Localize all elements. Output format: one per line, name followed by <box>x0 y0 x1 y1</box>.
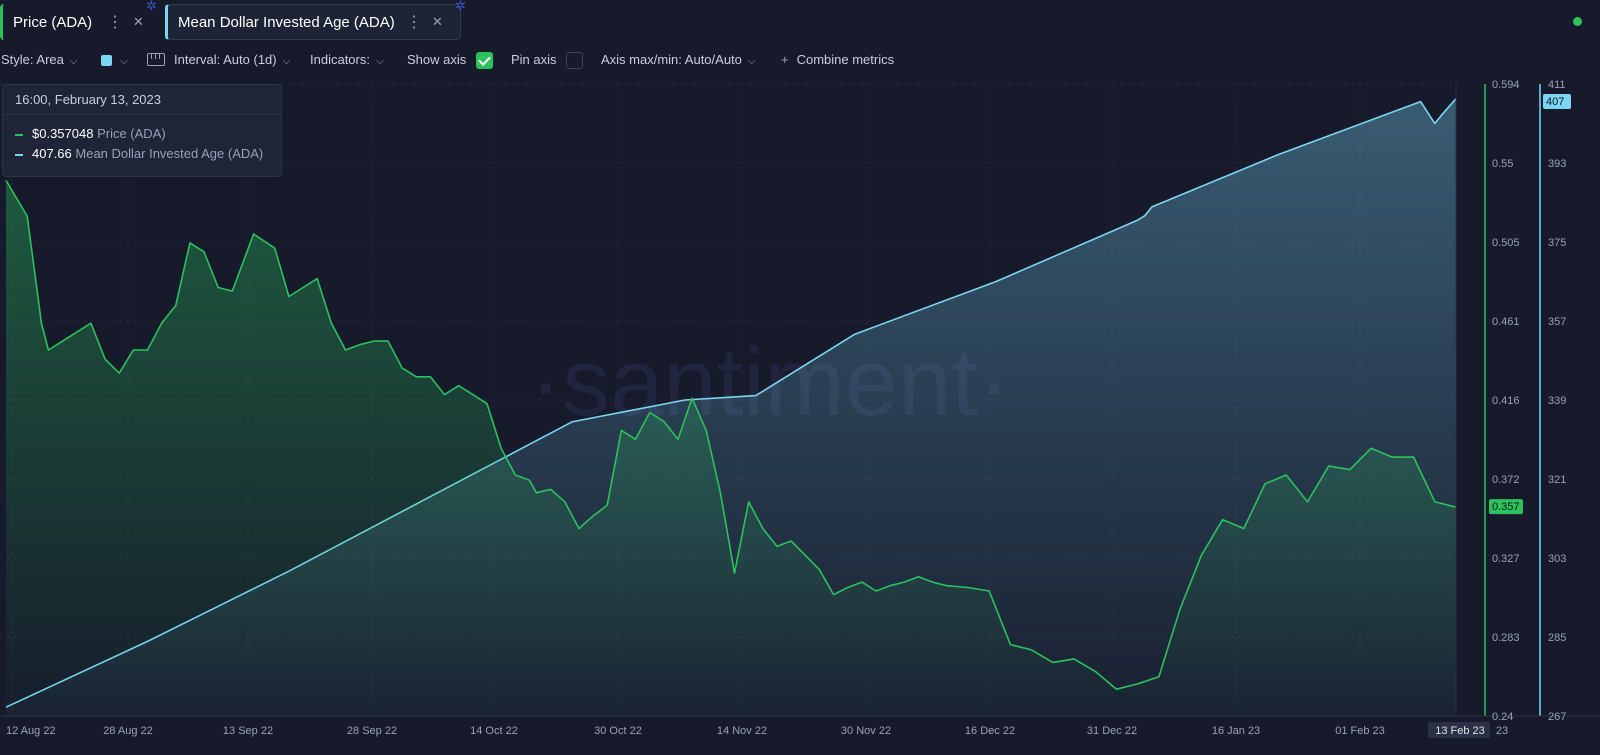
date-tick: 13 Sep 22 <box>223 725 273 737</box>
mdia-axis-tick: 411 <box>1548 79 1566 91</box>
more-options-icon[interactable]: ⋮ <box>406 14 422 31</box>
mdia-axis-tick: 393 <box>1548 158 1566 170</box>
price-axis-tick: 0.416 <box>1492 395 1520 407</box>
date-tick: 16 Dec 22 <box>965 725 1015 737</box>
tooltip-name: Price (ADA) <box>97 126 166 141</box>
chevron-down-icon: ⌵ <box>375 56 384 67</box>
date-tick: 01 Feb 23 <box>1335 725 1385 737</box>
legend-marker <box>15 153 23 156</box>
date-tick: 31 Dec 22 <box>1087 725 1137 737</box>
price-axis-tick: 0.372 <box>1492 474 1520 486</box>
chevron-down-icon: ⌵ <box>120 56 128 67</box>
date-tick: 28 Aug 22 <box>103 725 153 737</box>
indicators-label: Indicators: <box>310 52 370 67</box>
date-tick: 30 Nov 22 <box>841 725 891 737</box>
date-cursor-badge <box>1428 722 1490 738</box>
chart-tooltip: 16:00, February 13, 2023 $0.357048 Price… <box>2 84 282 177</box>
tab-label: Mean Dollar Invested Age (ADA) <box>178 13 395 31</box>
color-dropdown[interactable]: ⌵ <box>114 52 128 67</box>
tab-label: Price (ADA) <box>13 13 93 31</box>
mdia-axis-tick: 339 <box>1548 395 1566 407</box>
price-axis-tick: 0.24 <box>1492 711 1513 723</box>
mdia-axis-tick: 267 <box>1548 711 1566 723</box>
ruler-icon <box>147 53 165 66</box>
interval-label: Interval: Auto (1d) <box>174 52 277 67</box>
price-axis-tick: 0.283 <box>1492 632 1520 644</box>
tooltip-row-price: $0.357048 Price (ADA) <box>15 126 166 141</box>
axis-maxmin-dropdown[interactable]: Axis max/min: Auto/Auto ⌵ <box>601 52 756 67</box>
date-tick: 16 Jan 23 <box>1212 725 1260 737</box>
date-tick: 14 Oct 22 <box>470 725 518 737</box>
combine-metrics-button[interactable]: + Combine metrics <box>781 52 894 67</box>
pin-axis-checkbox[interactable] <box>566 52 583 69</box>
tooltip-row-mdia: 407.66 Mean Dollar Invested Age (ADA) <box>15 146 263 161</box>
mdia-axis-tick: 303 <box>1548 553 1566 565</box>
chevron-down-icon: ⌵ <box>747 56 756 67</box>
show-axis-label: Show axis <box>407 52 467 67</box>
price-axis-tick: 0.505 <box>1492 237 1520 249</box>
show-axis-checkbox[interactable] <box>476 52 493 69</box>
indicators-dropdown[interactable]: Indicators: ⌵ <box>310 52 384 67</box>
interval-dropdown[interactable]: Interval: Auto (1d) ⌵ <box>174 52 290 67</box>
mdia-axis-tick: 285 <box>1548 632 1566 644</box>
tab-mean-dollar-invested-age[interactable]: Mean Dollar Invested Age (ADA) ⋮ ✕ <box>165 4 461 40</box>
chart-toolbar: Style: Area ⌵ ⌵ Interval: Auto (1d) ⌵ Indi… <box>0 48 960 74</box>
mdia-axis-tick: 375 <box>1548 237 1566 249</box>
mdia-axis-tick: 321 <box>1548 474 1566 486</box>
metric-tabs: Price (ADA) ⋮ ✕ ✲ Mean Dollar Invested A… <box>0 0 1600 44</box>
chevron-down-icon: ⌵ <box>69 56 78 67</box>
status-dot <box>1573 17 1582 26</box>
date-tick: 14 Nov 22 <box>717 725 767 737</box>
price-current-badge <box>1489 499 1523 515</box>
more-options-icon[interactable]: ⋮ <box>107 14 123 31</box>
series-line <box>5 179 1457 690</box>
area-fill-2bc15d <box>6 180 1456 716</box>
close-icon[interactable]: ✕ <box>133 14 144 29</box>
legend-marker <box>15 133 23 136</box>
price-axis-tick: 0.55 <box>1492 158 1513 170</box>
mdia-axis-tick: 357 <box>1548 316 1566 328</box>
mdia-current-label: 407 <box>1546 96 1564 108</box>
chevron-down-icon: ⌵ <box>282 56 291 67</box>
tab-price-ada[interactable]: Price (ADA) ⋮ ✕ <box>0 4 152 40</box>
tooltip-value: $0.357048 <box>32 126 94 141</box>
date-tick: 13 Feb 23 <box>1435 725 1485 737</box>
tooltip-value: 407.66 <box>32 146 72 161</box>
date-tick: 12 Aug 22 <box>6 725 56 737</box>
pin-axis-label: Pin axis <box>511 52 557 67</box>
tooltip-name: Mean Dollar Invested Age (ADA) <box>75 146 264 161</box>
price-axis-tick: 0.327 <box>1492 553 1520 565</box>
date-tick: 28 Sep 22 <box>347 725 397 737</box>
style-label: Style: Area <box>1 52 64 67</box>
close-icon[interactable]: ✕ <box>432 14 443 29</box>
price-axis-tick: 0.461 <box>1492 316 1520 328</box>
combine-label: Combine metrics <box>796 52 895 67</box>
mdia-current-badge <box>1543 94 1571 109</box>
date-tick: 30 Oct 22 <box>594 725 642 737</box>
plus-icon: + <box>781 52 789 67</box>
tooltip-date: 16:00, February 13, 2023 <box>3 85 281 115</box>
axis-maxmin-label: Axis max/min: Auto/Auto <box>601 52 742 67</box>
style-dropdown[interactable]: Style: Area ⌵ <box>1 52 77 67</box>
sparkle-icon: ✲ <box>455 0 466 13</box>
price-current-label: 0.357 <box>1492 501 1520 513</box>
date-tick: 23 <box>1496 725 1508 737</box>
color-swatch[interactable] <box>101 55 112 66</box>
sparkle-icon: ✲ <box>146 0 157 13</box>
price-axis-tick: 0.594 <box>1492 79 1520 91</box>
